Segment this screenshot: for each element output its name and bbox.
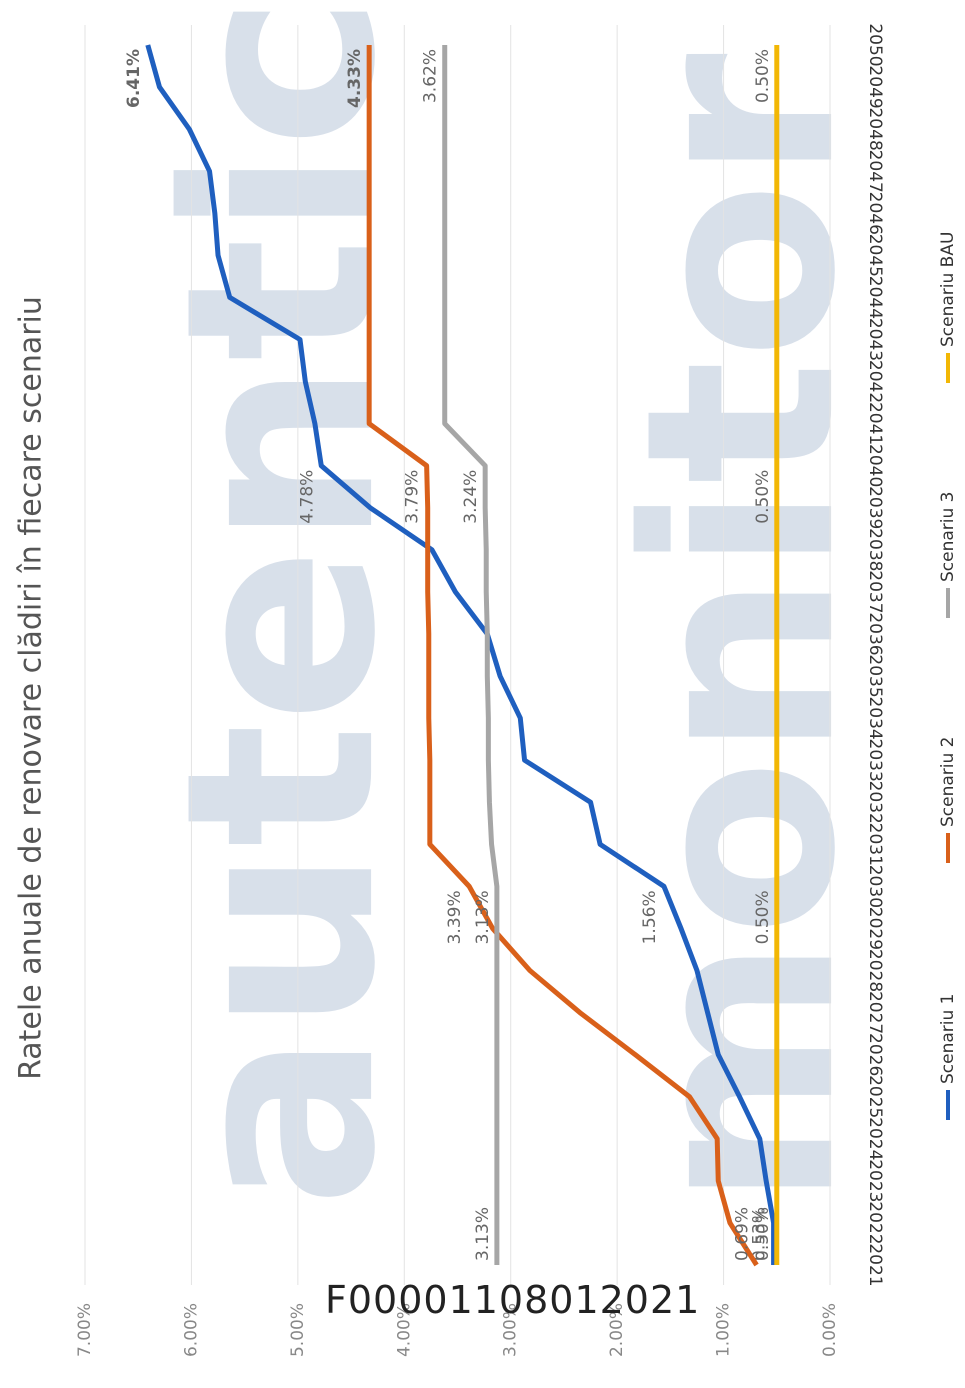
data-label: 3.24% xyxy=(461,470,481,524)
x-tick-label: 2023 xyxy=(865,1159,885,1202)
data-label: 0.50% xyxy=(753,470,773,524)
legend-label: Scenariu 2 xyxy=(938,737,958,828)
data-label: 4.33% xyxy=(345,49,365,108)
x-tick-label: 2025 xyxy=(865,1075,885,1118)
data-label: 3.39% xyxy=(445,890,465,944)
x-tick-label: 2028 xyxy=(865,949,885,992)
data-label: 0.50% xyxy=(753,890,773,944)
x-tick-label: 2045 xyxy=(865,234,885,277)
x-tick-label: 2029 xyxy=(865,907,885,950)
data-label: 6.41% xyxy=(124,49,144,108)
data-label: 3.13% xyxy=(473,1207,493,1261)
data-label: 0.50% xyxy=(753,49,773,103)
data-label: 4.78% xyxy=(297,470,317,524)
x-tick-label: 2033 xyxy=(865,739,885,782)
stamp: F00001108012021 xyxy=(325,1278,701,1322)
legend-label: Scenariu 1 xyxy=(938,994,958,1085)
x-tick-label: 2036 xyxy=(865,612,885,655)
x-tick-label: 2042 xyxy=(865,360,885,403)
x-tick-label: 2043 xyxy=(865,318,885,361)
x-tick-label: 2035 xyxy=(865,654,885,697)
series-line xyxy=(442,45,500,1265)
data-label: 3.79% xyxy=(403,470,423,524)
data-label: 0.69% xyxy=(733,1207,753,1261)
series-line xyxy=(145,44,777,1265)
y-tick-label: 5.00% xyxy=(288,1303,308,1357)
watermark: autentic xyxy=(131,0,433,1208)
x-tick-label: 2037 xyxy=(865,570,885,613)
x-tick-label: 2026 xyxy=(865,1033,885,1076)
y-tick-label: 3.00% xyxy=(501,1303,521,1357)
legend-label: Scenariu BAU xyxy=(938,232,958,347)
data-label: 3.62% xyxy=(421,49,441,103)
y-tick-label: 0.00% xyxy=(820,1303,840,1357)
x-tick-label: 2032 xyxy=(865,781,885,824)
data-label: 0.50% xyxy=(753,1207,773,1261)
y-tick-label: 7.00% xyxy=(75,1303,95,1357)
x-tick-label: 2024 xyxy=(865,1117,885,1160)
watermark: monitor xyxy=(591,51,893,1208)
chart-title: Ratele anuale de renovare clădiri în fie… xyxy=(14,296,49,1080)
data-label: 3.13% xyxy=(473,890,493,944)
x-tick-label: 2022 xyxy=(865,1201,885,1244)
x-tick-label: 2021 xyxy=(865,1243,885,1286)
y-tick-label: 1.00% xyxy=(714,1303,734,1357)
x-tick-label: 2046 xyxy=(865,192,885,235)
y-tick-label: 2.00% xyxy=(607,1303,627,1357)
x-tick-label: 2044 xyxy=(865,276,885,319)
data-label: 0.53% xyxy=(750,1207,770,1261)
x-tick-label: 2027 xyxy=(865,991,885,1034)
x-tick-label: 2040 xyxy=(865,444,885,487)
x-tick-label: 2034 xyxy=(865,696,885,739)
x-tick-label: 2038 xyxy=(865,528,885,571)
x-tick-label: 2049 xyxy=(865,65,885,108)
x-tick-label: 2047 xyxy=(865,150,885,193)
series-line xyxy=(366,45,759,1267)
data-label: 1.56% xyxy=(640,890,660,944)
x-tick-label: 2031 xyxy=(865,823,885,866)
x-tick-label: 2050 xyxy=(865,23,885,66)
x-tick-label: 2039 xyxy=(865,486,885,529)
x-tick-label: 2048 xyxy=(865,108,885,151)
y-tick-label: 4.00% xyxy=(394,1303,414,1357)
x-tick-label: 2030 xyxy=(865,865,885,908)
x-tick-label: 2041 xyxy=(865,402,885,445)
y-tick-label: 6.00% xyxy=(181,1303,201,1357)
legend-label: Scenariu 3 xyxy=(938,492,958,583)
